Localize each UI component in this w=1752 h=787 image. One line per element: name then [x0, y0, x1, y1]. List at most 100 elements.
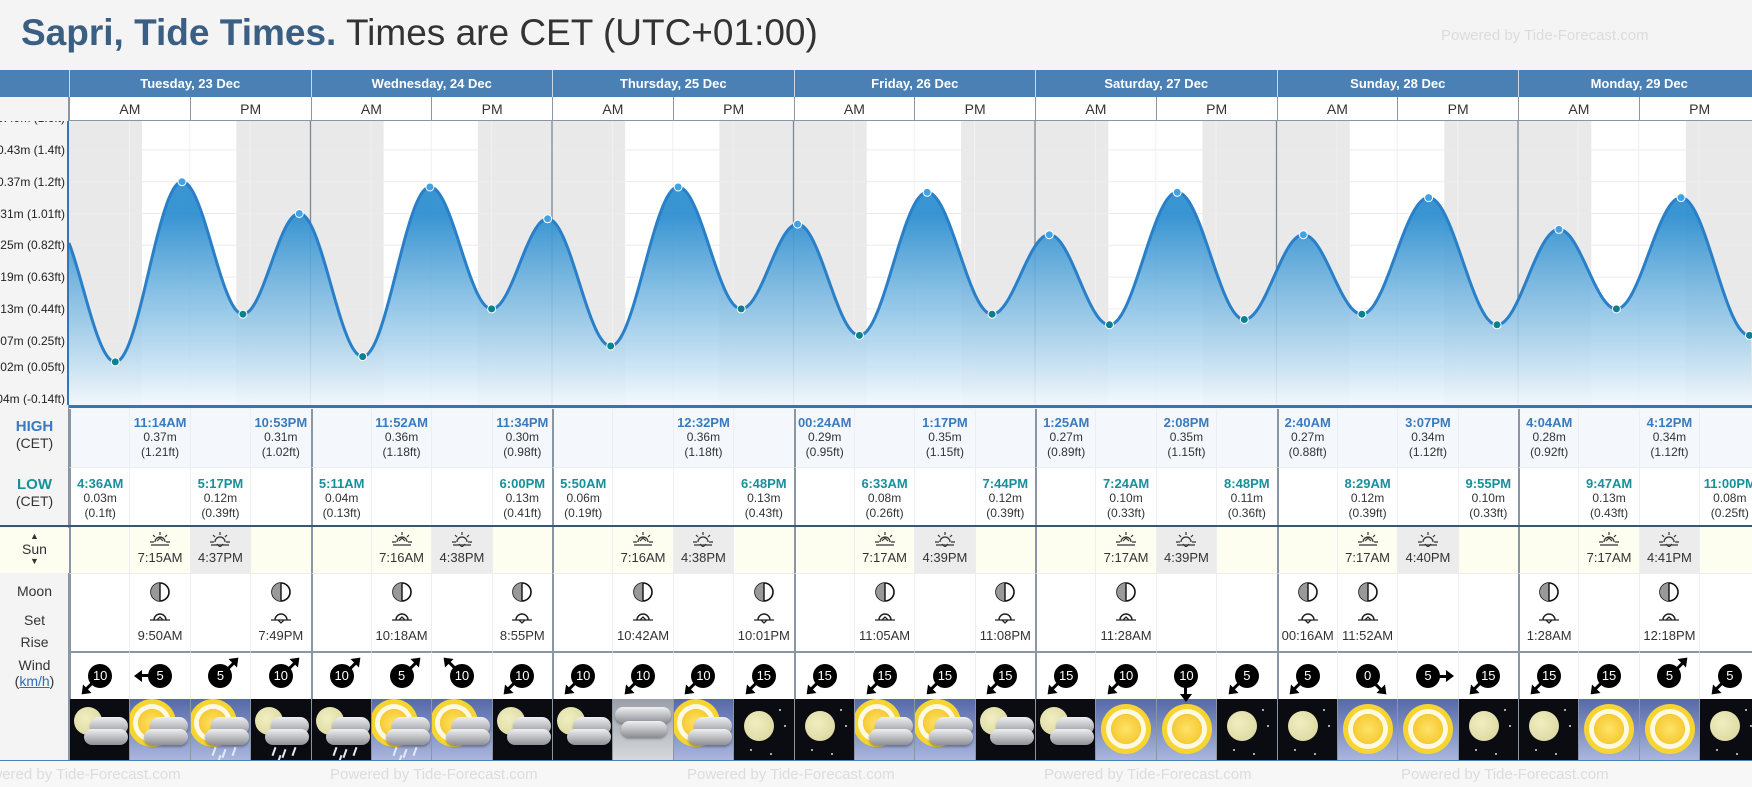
sun-cell — [1035, 527, 1096, 573]
page-title: Sapri, Tide Times. Times are CET (UTC+01… — [21, 12, 818, 54]
wind-speed-badge: 15 — [1476, 664, 1501, 688]
high-tide-cell: 2:08PM 0.35m (1.15ft) — [1155, 409, 1217, 467]
powered-by-link[interactable]: Powered by Tide-Forecast.com — [1044, 766, 1252, 783]
low-tide-point[interactable] — [1611, 304, 1621, 314]
powered-by-link[interactable]: Powered by Tide-Forecast.com — [1441, 27, 1649, 44]
low-tide-ft: (0.13ft) — [322, 506, 361, 520]
high-tide-m: 0.36m — [686, 430, 721, 444]
high-tide-m: 0.36m — [384, 430, 419, 444]
high-tide-point[interactable] — [294, 209, 304, 218]
weather-icon-day-partly-cloudy — [129, 699, 190, 760]
sunrise-time: 7:16AM — [620, 550, 666, 565]
high-tide-point[interactable] — [1424, 193, 1434, 203]
pm-header: PM — [189, 97, 311, 121]
low-tide-point[interactable] — [1492, 320, 1502, 330]
wind-speed-badge: 10 — [631, 664, 656, 688]
low-tide-cell: 6:33AM 0.08m (0.26ft) — [853, 467, 915, 525]
powered-by-link[interactable]: Powered by Tide-Forecast.com — [330, 766, 538, 783]
weather-icon-night-cloudy — [974, 699, 1035, 760]
low-tide-point[interactable] — [358, 352, 368, 362]
powered-by-link[interactable]: Powered by Tide-Forecast.com — [0, 766, 181, 783]
sunrise-time: 7:15AM — [137, 550, 183, 565]
low-tide-point[interactable] — [854, 330, 864, 340]
wind-row-label: Wind (km/h) — [0, 657, 69, 689]
weather-icon-day-rain — [189, 699, 251, 760]
moon-cell: 9:50AM — [129, 573, 190, 651]
high-tide-point[interactable] — [922, 187, 932, 197]
high-tide-cell: 12:32PM 0.36m (1.18ft) — [672, 409, 734, 467]
high-tide-ft: (1.02ft) — [261, 445, 300, 459]
wind-cell: 5 — [1699, 651, 1752, 699]
high-tide-point[interactable] — [1044, 230, 1054, 240]
wind-speed-badge: 10 — [691, 664, 716, 688]
moon-cell: 11:52AM — [1336, 573, 1398, 651]
pm-header: PM — [672, 97, 794, 121]
y-tick-label: 0.49m (1.6ft) — [0, 121, 65, 125]
moon-cell: 7:49PM — [250, 573, 311, 651]
sun-cell: 7:17AM — [1095, 527, 1156, 573]
weather-icon-night-cloudy — [69, 699, 130, 760]
weather-icon-day-sunny — [1095, 699, 1156, 760]
powered-by-link[interactable]: Powered by Tide-Forecast.com — [687, 766, 895, 783]
sunset-time: 4:41PM — [1647, 550, 1692, 565]
low-tide-point[interactable] — [1104, 320, 1114, 330]
low-tide-point[interactable] — [736, 304, 746, 314]
high-tide-point[interactable] — [1172, 187, 1182, 197]
moon-cell — [672, 573, 734, 651]
pm-header: PM — [914, 97, 1035, 121]
high-tide-point[interactable] — [673, 182, 683, 192]
am-header: AM — [552, 97, 673, 121]
high-tide-time: 00:24AM — [797, 415, 852, 430]
wind-speed-badge: 5 — [389, 664, 414, 688]
moon-label: Moon — [16, 583, 53, 599]
high-tide-ft: (0.89ft) — [1047, 445, 1086, 459]
moonset-icon — [874, 613, 895, 621]
high-tide-time: 10:53PM — [254, 415, 308, 430]
y-tick-label: 0.02m (0.05ft) — [0, 360, 65, 375]
high-tide-cell — [974, 409, 1035, 467]
moon-phase-icon — [391, 582, 412, 602]
low-tide-point[interactable] — [987, 309, 997, 319]
low-tide-point[interactable] — [1357, 309, 1367, 319]
high-tide-point[interactable] — [1676, 193, 1686, 203]
low-tide-point[interactable] — [238, 309, 248, 319]
high-tide-cell — [189, 409, 251, 467]
low-tide-point[interactable] — [487, 304, 497, 314]
low-tide-point[interactable] — [110, 357, 120, 367]
high-tz-label: (CET) — [15, 435, 54, 451]
low-row-label: LOW (CET) — [0, 476, 69, 509]
low-tide-point[interactable] — [1744, 330, 1752, 340]
low-tide-time: 7:24AM — [1102, 476, 1150, 491]
wind-unit-link[interactable]: km/h — [19, 673, 50, 689]
high-tide-time: 4:12PM — [1646, 415, 1693, 430]
weather-icon-night-clear — [1216, 699, 1277, 760]
wind-speed-badge: 5 — [148, 664, 173, 688]
moon-phase-icon — [512, 582, 533, 602]
moonrise-icon — [753, 613, 774, 624]
low-tide-cell — [612, 467, 673, 525]
y-tick-label: 0.19m (0.63ft) — [0, 270, 65, 285]
sun-cell — [250, 527, 311, 573]
high-row-label: HIGH (CET) — [0, 418, 69, 451]
low-tide-point[interactable] — [606, 341, 616, 351]
high-tide-point[interactable] — [543, 214, 553, 224]
sun-cell: 4:39PM — [1155, 527, 1217, 573]
low-tide-time: 6:00PM — [499, 476, 546, 491]
y-tick-label: -0.04m (-0.14ft) — [0, 392, 65, 405]
y-tick-label: 0.25m (0.82ft) — [0, 238, 65, 253]
high-tide-point[interactable] — [793, 219, 803, 229]
high-tide-cell: 11:14AM 0.37m (1.21ft) — [129, 409, 190, 467]
sun-cell — [974, 527, 1035, 573]
header-left-band — [0, 70, 69, 97]
powered-by-link[interactable]: Powered by Tide-Forecast.com — [1401, 766, 1609, 783]
high-tide-point[interactable] — [177, 177, 187, 187]
high-tide-point[interactable] — [1554, 224, 1564, 234]
sun-cell — [1457, 527, 1518, 573]
high-tide-point[interactable] — [425, 182, 435, 192]
low-tide-point[interactable] — [1239, 315, 1249, 324]
high-tide-point[interactable] — [1298, 230, 1308, 240]
pm-header: PM — [1638, 97, 1752, 121]
wind-speed-badge: 15 — [812, 664, 837, 688]
weather-icon-overcast — [612, 699, 673, 760]
moon-cell — [552, 573, 613, 651]
